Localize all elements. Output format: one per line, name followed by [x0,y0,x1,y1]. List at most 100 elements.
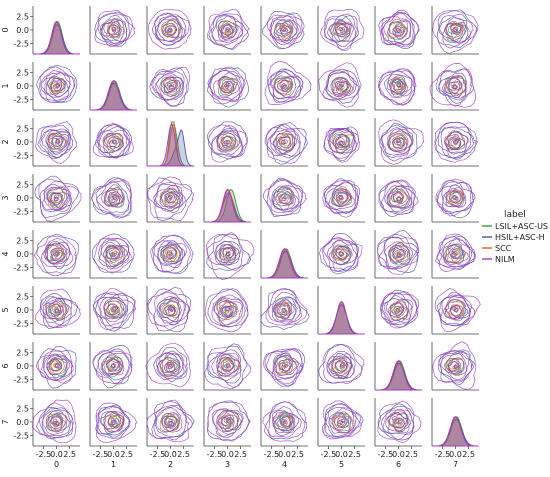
contour-NILM [103,19,121,38]
contour-NILM [432,9,479,54]
contour-NILM [206,401,250,442]
contour-NILM [445,243,470,263]
legend-entry-HSIL+ASC-H: HSIL+ASC-H [495,233,545,242]
contour-NILM [282,309,288,314]
contour-LSIL+ASC-US [159,299,179,318]
contour-NILM [164,81,177,93]
contour-SCC [453,307,459,312]
contour-SCC [274,133,294,153]
contour-NILM [435,68,473,107]
contour-NILM [386,133,408,153]
contour-SCC [278,361,292,373]
contour-NILM [396,196,401,202]
contour-NILM [153,405,193,441]
contour-NILM [265,288,308,326]
contour-SCC [51,192,63,203]
panel-1-0: -2.5 0.0 2.5 1 [1,62,80,111]
contour-NILM [223,140,229,145]
contour-HSIL+ASC-H [220,247,234,262]
contour-NILM [279,24,292,36]
contour-NILM [224,29,230,34]
contour-NILM [159,188,181,208]
contour-NILM [106,360,119,372]
panel-1-1 [89,62,137,111]
contour-SCC [167,362,172,368]
contour-NILM [49,303,64,317]
contour-NILM [167,27,172,32]
contour-NILM [335,248,349,261]
contour-NILM [92,349,133,389]
kde-curve-NILM [375,360,422,391]
contour-SCC [395,308,401,314]
contour-SCC [159,358,180,377]
contour-NILM [439,294,476,327]
contour-NILM [387,74,414,98]
contour-SCC [164,362,176,373]
contour-NILM [266,14,305,49]
panel-0-6 [374,6,422,55]
contour-NILM [377,400,422,444]
contour-NILM [101,184,125,208]
contour-NILM [381,127,414,158]
x-axis-label-6: 6 [396,460,401,469]
legend-entry-SCC: SCC [495,244,512,253]
y-tick-label: 2.5 [16,405,29,414]
contour-NILM [148,8,192,50]
contour-SCC [159,187,180,208]
contour-HSIL+ASC-H [438,72,467,101]
contour-NILM [448,190,463,203]
legend-entry-NILM: NILM [495,255,515,264]
contour-SCC [164,193,177,205]
contour-NILM [205,234,255,280]
contour-SCC [107,303,119,315]
panel-6-1 [89,342,137,391]
contour-SCC [103,189,124,207]
contour-NILM [45,130,70,154]
contour-HSIL+ASC-H [217,130,241,152]
y-tick-label: -2.5 [13,375,29,384]
panel-1-2 [146,62,194,111]
contour-SCC [223,83,229,89]
contour-HSIL+ASC-H [153,406,187,438]
contour-LSIL+ASC-US [110,421,116,426]
contour-NILM [282,139,288,145]
contour-NILM [100,353,125,376]
contour-NILM [326,350,356,380]
x-tick-label: 0.0 [221,450,234,459]
contour-NILM [103,411,125,432]
contour-SCC [225,28,231,34]
contour-HSIL+ASC-H [149,67,188,107]
contour-LSIL+ASC-US [54,140,60,146]
contour-NILM [378,179,416,215]
contour-HSIL+ASC-H [262,11,305,50]
contour-NILM [163,246,176,259]
contour-NILM [42,410,68,435]
contour-NILM [442,74,467,99]
contour-SCC [219,302,233,316]
x-axis-label-0: 0 [54,460,59,469]
x-tick-label: 2.5 [120,450,133,459]
contour-NILM [391,246,405,260]
contour-NILM [39,295,73,328]
contour-NILM [451,247,463,259]
contour-NILM [269,71,304,104]
contour-SCC [55,250,61,256]
contour-NILM [204,345,251,390]
contour-SCC [163,22,177,36]
contour-HSIL+ASC-H [282,27,289,33]
contour-NILM [111,306,117,312]
contour-NILM [438,236,477,273]
panel-1-5 [317,62,365,111]
contour-NILM [397,307,403,312]
contour-NILM [337,416,349,428]
contour-HSIL+ASC-H [395,419,400,424]
contour-NILM [335,23,349,36]
contour-NILM [165,305,177,316]
contour-NILM [334,80,349,95]
panel-5-6 [374,286,422,335]
panel-0-0: -2.5 0.0 2.5 0 [1,6,80,55]
contour-NILM [393,136,406,149]
contour-NILM [380,11,415,46]
contour-NILM [161,244,182,264]
contour-HSIL+ASC-H [36,235,79,277]
